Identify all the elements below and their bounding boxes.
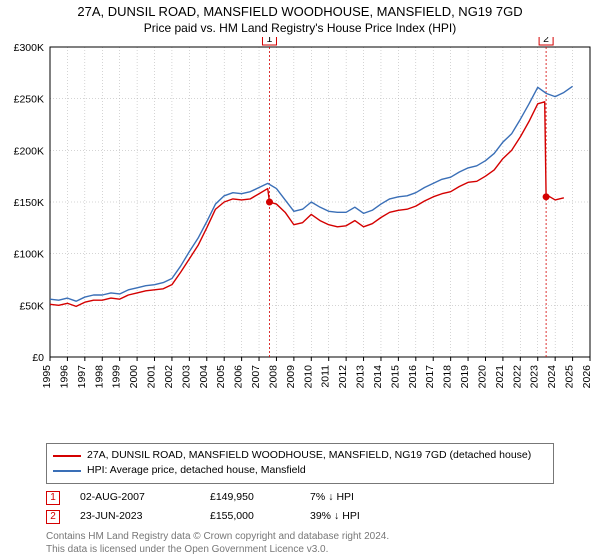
callout-pct: 39% ↓ HPI bbox=[310, 507, 400, 526]
footer-line: This data is licensed under the Open Gov… bbox=[46, 543, 554, 556]
callout-num: 2 bbox=[46, 510, 60, 524]
svg-text:2002: 2002 bbox=[163, 365, 175, 389]
footer: Contains HM Land Registry data © Crown c… bbox=[46, 530, 554, 556]
svg-text:£250K: £250K bbox=[14, 94, 44, 106]
footer-line: Contains HM Land Registry data © Crown c… bbox=[46, 530, 554, 543]
svg-text:1996: 1996 bbox=[58, 365, 70, 389]
svg-text:£200K: £200K bbox=[14, 145, 44, 157]
svg-text:2015: 2015 bbox=[389, 365, 401, 389]
svg-text:2020: 2020 bbox=[476, 365, 488, 389]
legend-swatch-price bbox=[53, 455, 81, 457]
svg-text:2012: 2012 bbox=[337, 365, 349, 389]
svg-text:2017: 2017 bbox=[424, 365, 436, 389]
chart-title: 27A, DUNSIL ROAD, MANSFIELD WOODHOUSE, M… bbox=[0, 4, 600, 19]
svg-text:2025: 2025 bbox=[564, 365, 576, 389]
legend-row: HPI: Average price, detached house, Mans… bbox=[53, 463, 547, 479]
svg-text:1995: 1995 bbox=[41, 365, 53, 389]
svg-text:2014: 2014 bbox=[372, 365, 384, 389]
svg-text:2026: 2026 bbox=[581, 365, 593, 389]
svg-text:1998: 1998 bbox=[93, 365, 105, 389]
callout-row: 2 23-JUN-2023 £155,000 39% ↓ HPI bbox=[46, 507, 554, 526]
page: 27A, DUNSIL ROAD, MANSFIELD WOODHOUSE, M… bbox=[0, 0, 600, 560]
svg-text:2016: 2016 bbox=[407, 365, 419, 389]
svg-text:2010: 2010 bbox=[302, 365, 314, 389]
legend-label-hpi: HPI: Average price, detached house, Mans… bbox=[87, 463, 306, 479]
chart-svg: £0 £50K £100K £150K £200K £250K £300K 1995 1996 1… bbox=[0, 37, 600, 397]
legend-swatch-hpi bbox=[53, 470, 81, 472]
title-block: 27A, DUNSIL ROAD, MANSFIELD WOODHOUSE, M… bbox=[0, 0, 600, 37]
svg-text:2024: 2024 bbox=[546, 365, 558, 389]
svg-text:£0: £0 bbox=[32, 352, 44, 364]
callout-price: £149,950 bbox=[210, 488, 290, 507]
svg-text:2004: 2004 bbox=[198, 365, 210, 389]
svg-text:2005: 2005 bbox=[215, 365, 227, 389]
svg-text:2007: 2007 bbox=[250, 365, 262, 389]
callout-date: 23-JUN-2023 bbox=[80, 507, 190, 526]
svg-text:1999: 1999 bbox=[111, 365, 123, 389]
arrow-down-icon: ↓ bbox=[328, 488, 333, 507]
legend-label-price: 27A, DUNSIL ROAD, MANSFIELD WOODHOUSE, M… bbox=[87, 448, 531, 464]
svg-text:2021: 2021 bbox=[494, 365, 506, 389]
svg-text:2008: 2008 bbox=[267, 365, 279, 389]
svg-text:2: 2 bbox=[543, 37, 549, 45]
callout-date: 02-AUG-2007 bbox=[80, 488, 190, 507]
svg-text:2003: 2003 bbox=[180, 365, 192, 389]
svg-text:2022: 2022 bbox=[511, 365, 523, 389]
callout-price: £155,000 bbox=[210, 507, 290, 526]
callout-pct: 7% ↓ HPI bbox=[310, 488, 400, 507]
svg-text:£150K: £150K bbox=[14, 197, 44, 209]
legend: 27A, DUNSIL ROAD, MANSFIELD WOODHOUSE, M… bbox=[46, 443, 554, 485]
svg-text:2000: 2000 bbox=[128, 365, 140, 389]
svg-text:2019: 2019 bbox=[459, 365, 471, 389]
svg-text:2013: 2013 bbox=[355, 365, 367, 389]
svg-text:2018: 2018 bbox=[442, 365, 454, 389]
svg-text:£100K: £100K bbox=[14, 249, 44, 261]
svg-text:2023: 2023 bbox=[529, 365, 541, 389]
callout-row: 1 02-AUG-2007 £149,950 7% ↓ HPI bbox=[46, 488, 554, 507]
svg-text:2011: 2011 bbox=[320, 365, 332, 388]
legend-row: 27A, DUNSIL ROAD, MANSFIELD WOODHOUSE, M… bbox=[53, 448, 547, 464]
svg-text:2001: 2001 bbox=[146, 365, 158, 389]
svg-text:2006: 2006 bbox=[233, 365, 245, 389]
svg-text:2009: 2009 bbox=[285, 365, 297, 389]
svg-text:1: 1 bbox=[267, 37, 273, 45]
chart: £0 £50K £100K £150K £200K £250K £300K 1995 1996 1… bbox=[0, 37, 600, 439]
callout-table: 1 02-AUG-2007 £149,950 7% ↓ HPI 2 23-JUN-2023… bbox=[46, 488, 554, 526]
callout-num: 1 bbox=[46, 491, 60, 505]
svg-text:£50K: £50K bbox=[19, 300, 44, 312]
arrow-down-icon: ↓ bbox=[334, 507, 339, 526]
chart-subtitle: Price paid vs. HM Land Registry's House … bbox=[0, 21, 600, 35]
svg-text:1997: 1997 bbox=[76, 365, 88, 389]
svg-text:£300K: £300K bbox=[14, 42, 44, 54]
